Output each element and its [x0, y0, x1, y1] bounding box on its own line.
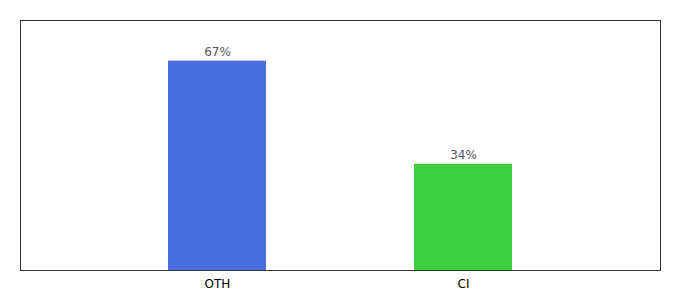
svg-text:OTH: OTH	[205, 277, 231, 291]
svg-text:34%: 34%	[450, 148, 477, 162]
svg-text:CI: CI	[458, 277, 470, 291]
svg-text:67%: 67%	[204, 45, 231, 59]
